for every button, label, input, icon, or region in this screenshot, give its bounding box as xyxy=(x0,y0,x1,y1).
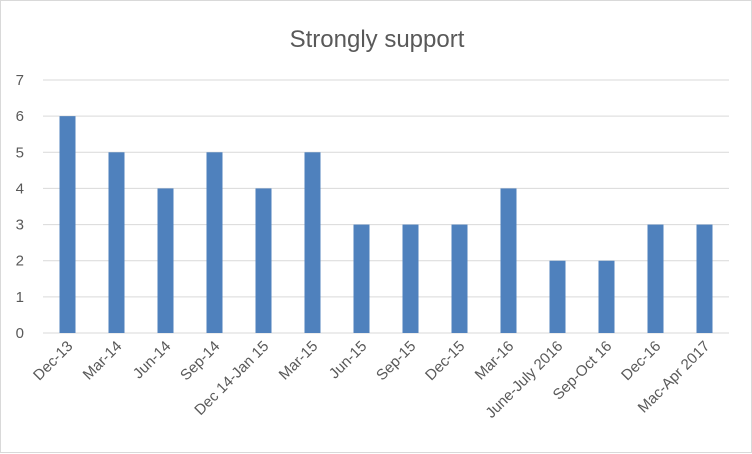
y-tick-label: 0 xyxy=(16,325,24,342)
y-tick-label: 6 xyxy=(16,108,24,125)
y-tick-label: 1 xyxy=(16,289,24,306)
x-tick-label: Mar-16 xyxy=(472,338,518,384)
bar xyxy=(451,224,468,333)
x-tick-label: Jun-14 xyxy=(130,338,174,382)
bar xyxy=(59,116,76,334)
bar xyxy=(353,224,370,333)
bar xyxy=(696,224,713,333)
y-tick-label: 3 xyxy=(16,217,24,234)
x-tick-label: Mar-15 xyxy=(276,338,322,384)
bar xyxy=(157,188,174,333)
x-tick-label: Sep-15 xyxy=(373,338,419,384)
x-tick-label: Sep-14 xyxy=(177,338,223,384)
bar xyxy=(549,260,566,333)
y-tick-label: 2 xyxy=(16,253,24,270)
bar xyxy=(304,152,321,333)
x-tick-label: Jun-15 xyxy=(326,338,370,382)
bar xyxy=(598,260,615,333)
bars xyxy=(59,116,713,334)
bar xyxy=(108,152,125,333)
bar xyxy=(402,224,419,333)
bar xyxy=(255,188,272,333)
bar xyxy=(206,152,223,333)
x-tick-label: Dec-16 xyxy=(618,338,664,384)
bar xyxy=(500,188,517,333)
y-axis-ticks: 0 1 2 3 4 5 6 7 xyxy=(16,72,24,342)
bar xyxy=(647,224,664,333)
x-tick-label: Dec-13 xyxy=(30,338,76,384)
x-tick-label: Mar-14 xyxy=(80,338,126,384)
chart-title: Strongly support xyxy=(290,26,465,53)
y-tick-label: 7 xyxy=(16,72,24,89)
gridlines xyxy=(43,79,729,334)
x-tick-label: Dec-15 xyxy=(422,338,468,384)
y-tick-label: 4 xyxy=(16,180,24,197)
y-tick-label: 5 xyxy=(16,144,24,161)
